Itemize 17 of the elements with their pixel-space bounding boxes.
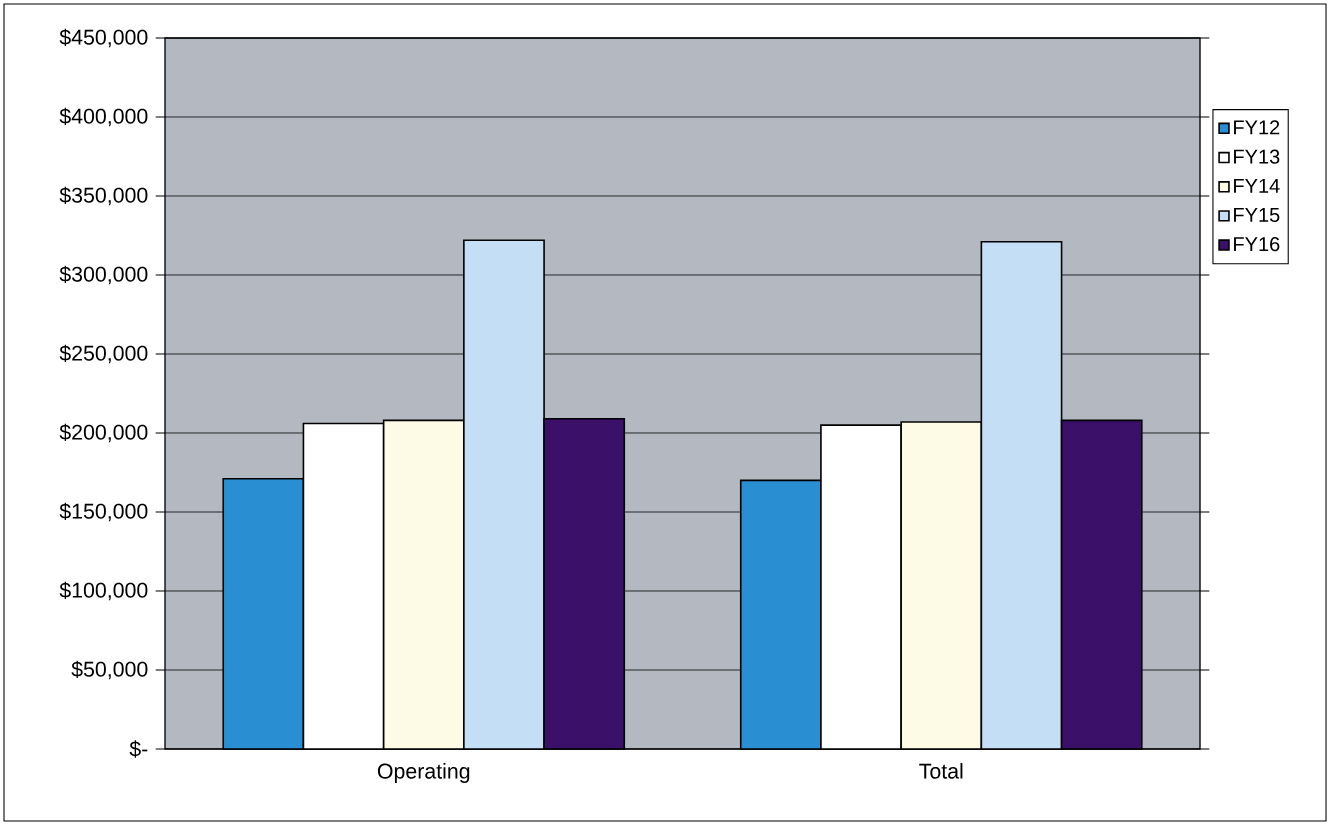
x-tick-label: Operating (377, 763, 470, 783)
y-tick-label: $- (129, 740, 148, 758)
y-tick-label: $400,000 (59, 107, 148, 127)
legend-label: FY12 (1234, 120, 1280, 135)
y-tick-label: $200,000 (59, 423, 148, 443)
x-tick-label: Total (919, 763, 963, 779)
y-tick-label: $100,000 (59, 581, 148, 601)
y-tick-label: $150,000 (59, 502, 148, 522)
y-tick-label: $350,000 (59, 186, 148, 206)
y-tick-label: $50,000 (71, 660, 148, 680)
y-tick-label: $450,000 (59, 28, 148, 48)
legend-label: FY14 (1234, 178, 1280, 193)
legend-label: FY13 (1234, 149, 1280, 164)
legend-label: FY16 (1234, 237, 1280, 252)
y-tick-label: $250,000 (59, 344, 148, 364)
legend-label: FY15 (1234, 207, 1280, 222)
y-tick-label: $300,000 (59, 265, 148, 285)
